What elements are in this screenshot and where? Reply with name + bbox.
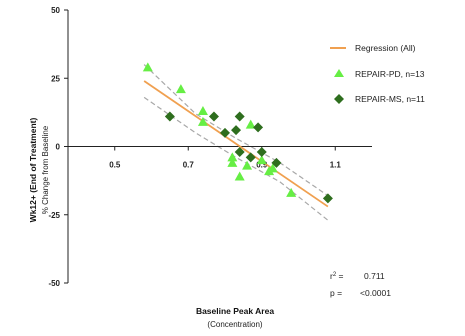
ci-band-layer bbox=[143, 64, 329, 221]
ms-data-point bbox=[234, 111, 245, 122]
pd-data-point bbox=[197, 106, 208, 116]
ms-data-point bbox=[220, 127, 230, 138]
ms-data-point bbox=[256, 146, 267, 157]
ci-lower-line bbox=[143, 96, 329, 221]
y-tick-label: -25 bbox=[48, 211, 60, 220]
x-tick-label: 0.5 bbox=[109, 161, 121, 170]
x-tick-label: 1.1 bbox=[330, 161, 342, 170]
pd-data-point bbox=[142, 62, 153, 72]
ms-data-point bbox=[253, 122, 264, 133]
pd-data-point bbox=[245, 119, 256, 129]
legend-series-ms-label: REPAIR-MS, n=11 bbox=[355, 94, 425, 104]
ms-data-point bbox=[234, 146, 245, 157]
ci-upper-line bbox=[143, 64, 329, 197]
pd-data-point bbox=[234, 171, 245, 181]
regression-layer bbox=[143, 80, 329, 208]
regression-line bbox=[143, 80, 329, 208]
y-axis-title: Wk12+ (End of Treatment) bbox=[28, 118, 38, 223]
y-tick-label: 25 bbox=[51, 74, 60, 83]
legend-diamond-marker bbox=[334, 94, 344, 104]
legend-series-pd-label: REPAIR-PD, n=13 bbox=[355, 69, 425, 79]
r-squared-superscript: 2 bbox=[333, 272, 337, 278]
y-axis-subtitle: % Change from Baseline bbox=[41, 125, 50, 214]
p-value-label: p = bbox=[330, 288, 342, 298]
labels-layer: Baseline Peak Area (Concentration) Wk12+… bbox=[28, 118, 274, 329]
y-tick-label: 0 bbox=[56, 143, 61, 152]
r-squared-equals: = bbox=[336, 271, 343, 281]
pd-data-point bbox=[227, 157, 238, 167]
pd-data-point bbox=[286, 187, 297, 197]
ms-data-point bbox=[245, 152, 256, 163]
points-layer bbox=[142, 62, 333, 204]
p-value-value: <0.0001 bbox=[360, 288, 391, 298]
r-squared-base: r bbox=[330, 271, 333, 281]
x-tick-label: 0.7 bbox=[183, 161, 195, 170]
ms-data-point bbox=[164, 111, 175, 122]
ms-data-point bbox=[271, 157, 282, 168]
p-value-equals: = bbox=[335, 288, 342, 298]
pd-data-point bbox=[227, 152, 238, 162]
r-squared-value: 0.711 bbox=[364, 271, 385, 281]
pd-data-point bbox=[242, 160, 253, 170]
pd-data-point bbox=[175, 84, 186, 94]
pd-data-point bbox=[267, 163, 278, 173]
x-axis-subtitle: (Concentration) bbox=[207, 320, 262, 329]
ms-data-point bbox=[231, 125, 242, 136]
pd-data-point bbox=[256, 155, 267, 165]
p-value-base: p bbox=[330, 288, 335, 298]
ms-data-point bbox=[208, 111, 219, 122]
stats-block: r2 = 0.711 p = <0.0001 bbox=[330, 271, 391, 298]
axis-layer: 50 25 0 -25 -50 0.5 0.7 0.9 1.1 bbox=[48, 6, 372, 288]
pd-data-point bbox=[197, 116, 208, 126]
ms-data-point bbox=[322, 193, 333, 204]
legend: Regression (All) REPAIR-PD, n=13 REPAIR-… bbox=[330, 43, 425, 104]
y-tick-label: 50 bbox=[51, 6, 60, 15]
legend-regression-label: Regression (All) bbox=[355, 43, 416, 53]
x-tick-label: 0.9 bbox=[256, 161, 268, 170]
x-axis-title: Baseline Peak Area bbox=[196, 306, 274, 316]
r-squared-label: r2 = bbox=[330, 271, 344, 281]
y-tick-label: -50 bbox=[48, 279, 60, 288]
legend-triangle-marker bbox=[334, 69, 344, 77]
